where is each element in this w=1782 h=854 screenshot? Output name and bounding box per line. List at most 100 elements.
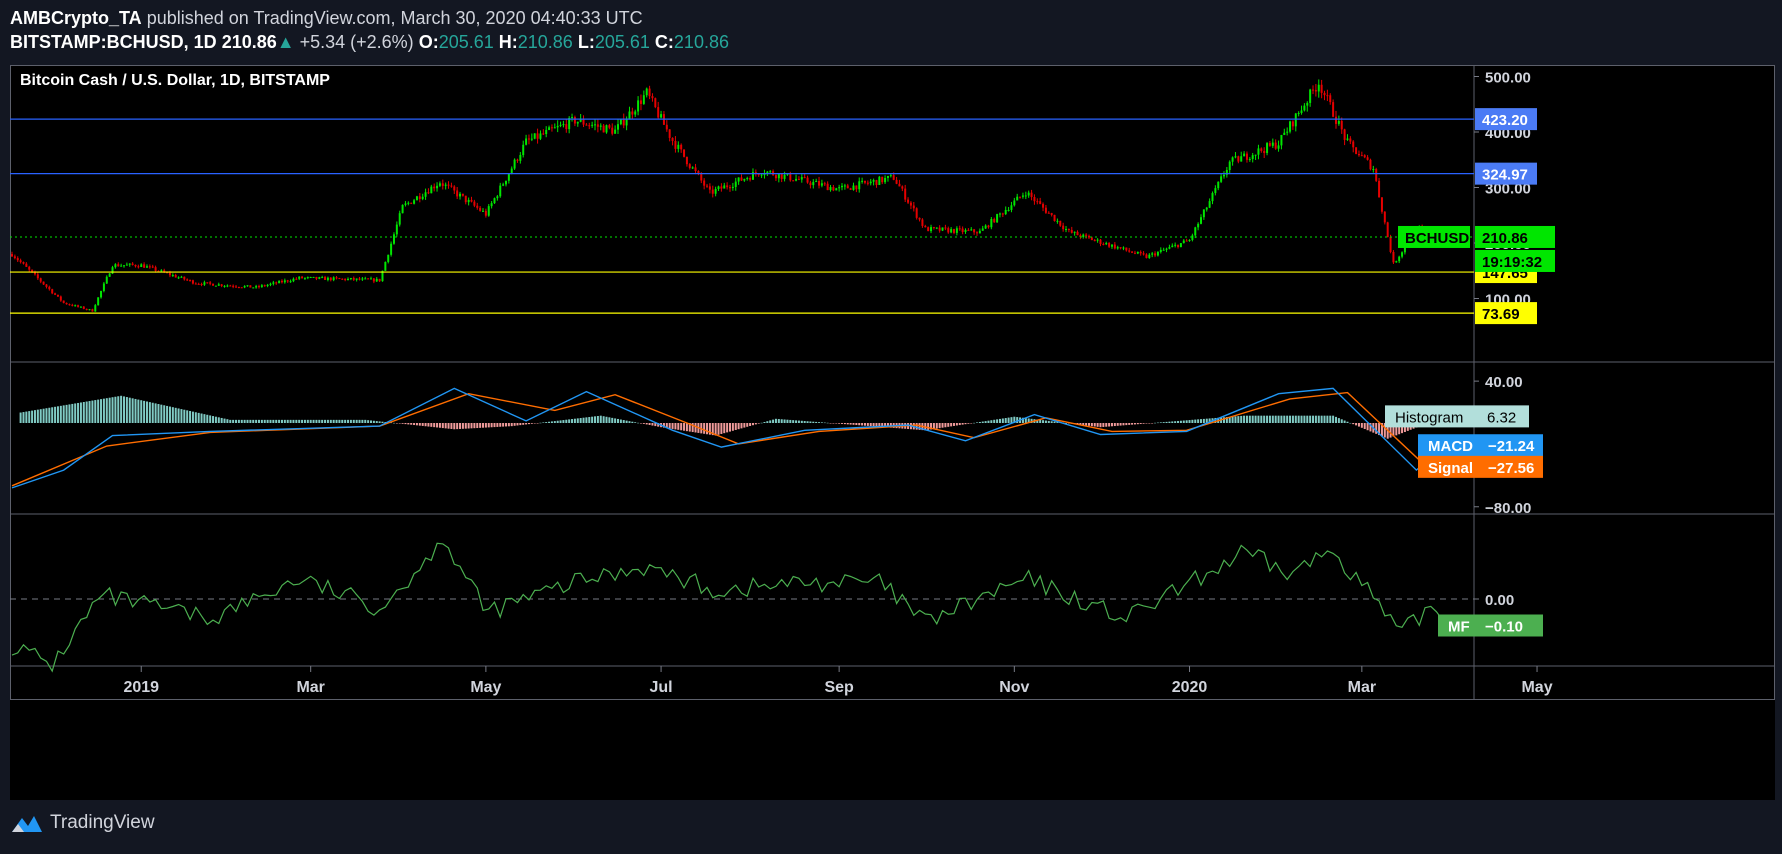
histogram-bar: [134, 398, 137, 423]
histogram-bar: [473, 423, 476, 429]
candle-body: [1392, 251, 1395, 263]
histogram-bar: [823, 422, 826, 424]
candle-body: [1274, 142, 1277, 149]
histogram-bar: [1139, 423, 1142, 424]
level-badge: [1475, 108, 1537, 131]
histogram-bar: [703, 423, 706, 434]
chart-svg[interactable]: 2019 Mar May Jul Sep Nov 2020 Mar May500.00400.0…: [10, 65, 1775, 800]
candle-body: [734, 181, 737, 187]
histogram-bar: [863, 423, 866, 426]
histogram-bar: [240, 419, 243, 423]
histogram-bar: [576, 418, 579, 423]
histogram-bar: [1162, 422, 1165, 423]
countdown-badge: [1475, 249, 1555, 272]
histogram-bar: [1004, 418, 1007, 423]
histogram-bar: [731, 423, 734, 431]
histogram-bar: [163, 405, 166, 423]
histogram-bar: [361, 419, 364, 423]
candle-body: [1369, 159, 1372, 170]
histogram-bar: [530, 423, 533, 424]
histogram-bar: [467, 423, 470, 429]
candle-body: [516, 159, 519, 161]
candle-body: [329, 277, 332, 281]
histogram-bar: [407, 423, 410, 425]
footer-brand[interactable]: TradingView: [50, 812, 155, 833]
candle-body: [108, 273, 111, 277]
histogram-bar: [533, 423, 536, 424]
histogram-bar: [45, 408, 48, 423]
histogram-bar: [1021, 417, 1024, 423]
candle-body: [841, 185, 844, 188]
histogram-bar: [861, 423, 864, 426]
candle-body: [1375, 169, 1378, 181]
histogram-bar: [157, 404, 160, 423]
histogram-bar: [347, 419, 350, 423]
histogram-bar: [433, 423, 436, 428]
histogram-bar: [556, 420, 559, 423]
histogram-bar: [872, 423, 875, 427]
candle-body: [766, 171, 769, 175]
candle-body: [312, 276, 315, 278]
candle-body: [886, 175, 889, 178]
candle-body: [295, 278, 298, 280]
histogram-bar: [88, 401, 91, 423]
candle-body: [48, 286, 51, 290]
candle-body: [1076, 231, 1079, 236]
histogram-bar: [318, 419, 321, 423]
histogram-bar: [809, 421, 812, 423]
histogram-bar: [502, 423, 505, 427]
histogram-bar: [1326, 415, 1329, 423]
histogram-bar: [272, 419, 275, 423]
histogram-bar: [884, 423, 887, 428]
published-text: published on TradingView.com, March 30, …: [146, 8, 643, 28]
histogram-bar: [754, 423, 757, 425]
candle-body: [31, 269, 34, 272]
candle-body: [573, 117, 576, 124]
candle-body: [522, 144, 525, 156]
candle-body: [504, 180, 507, 185]
candle-body: [591, 124, 594, 126]
candle-body: [13, 256, 16, 259]
candle-body: [1352, 141, 1355, 148]
histogram-bar: [1110, 423, 1113, 427]
candle-body: [387, 254, 390, 262]
candle-body: [160, 270, 163, 272]
histogram-bar: [123, 396, 126, 423]
candle-body: [622, 119, 625, 126]
histogram-bar: [1177, 420, 1180, 423]
chart-area[interactable]: 2019 Mar May Jul Sep Nov 2020 Mar May 500.00 400.0…: [10, 65, 1775, 800]
histogram-bar: [1088, 423, 1090, 426]
candle-body: [1007, 209, 1010, 211]
candle-body: [760, 174, 763, 176]
x-tick-label: May: [470, 679, 501, 696]
histogram-bar: [1024, 418, 1027, 423]
histogram-bar: [548, 421, 551, 423]
candle-body: [1251, 155, 1254, 159]
histogram-bar: [829, 423, 832, 424]
histogram-bar: [1303, 415, 1306, 423]
candle-body: [1280, 135, 1283, 146]
candle-body: [757, 173, 760, 176]
histogram-bar: [200, 413, 203, 423]
histogram-bar: [209, 415, 212, 423]
candle-body: [947, 228, 950, 233]
candle-body: [453, 186, 456, 191]
candle-body: [783, 174, 786, 179]
candle-body: [539, 133, 542, 139]
histogram-bar: [886, 423, 889, 428]
histogram-bar: [631, 421, 634, 423]
histogram-bar: [657, 423, 660, 427]
candle-body: [1217, 181, 1220, 189]
histogram-bar: [1047, 420, 1050, 423]
histogram-bar: [1133, 423, 1136, 425]
histogram-bar: [1294, 415, 1297, 423]
histogram-bar: [1099, 423, 1102, 428]
histogram-bar: [941, 423, 944, 428]
histogram-bar: [1257, 415, 1260, 423]
x-tick-label: May: [1521, 679, 1552, 696]
candle-body: [11, 254, 13, 257]
candle-body: [795, 178, 798, 181]
candle-body: [177, 277, 180, 279]
author-name[interactable]: AMBCrypto_TA: [10, 8, 142, 28]
histogram-bar: [1317, 415, 1320, 423]
